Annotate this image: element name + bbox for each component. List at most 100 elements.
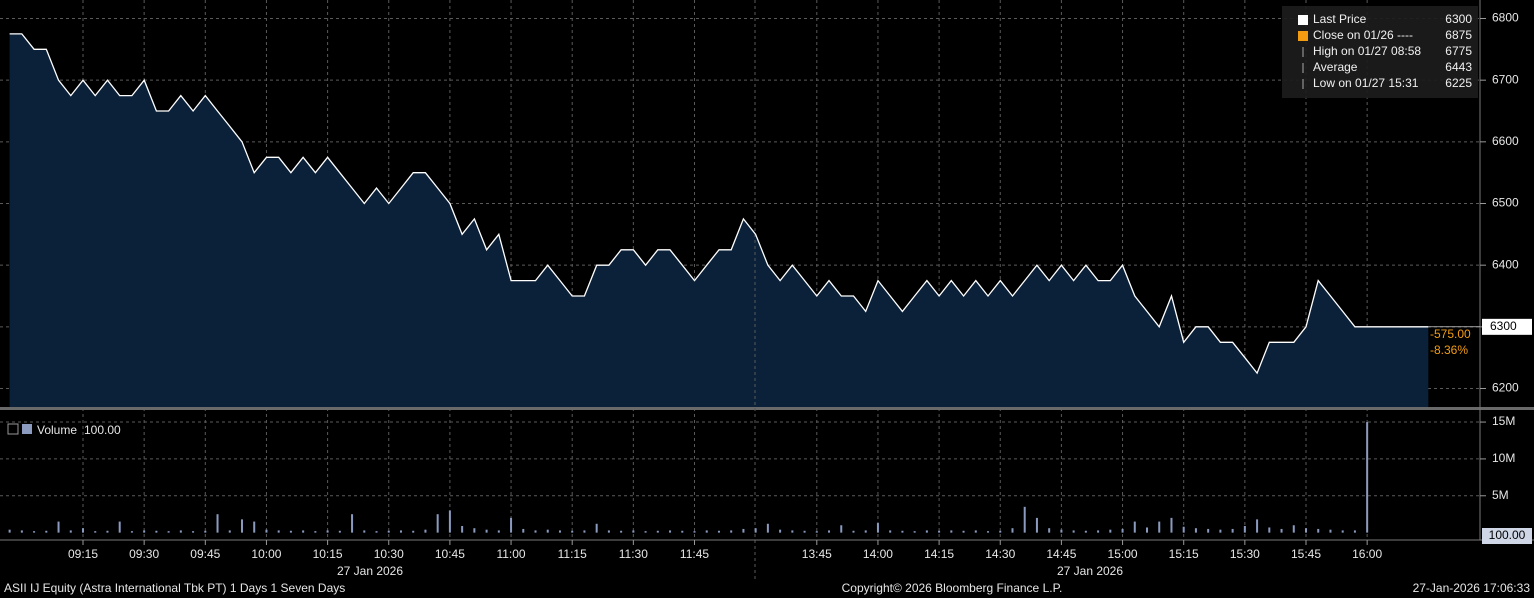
volume-bar	[240, 519, 243, 533]
volume-bar	[546, 529, 549, 533]
volume-bar	[45, 530, 48, 533]
volume-bar	[192, 531, 195, 533]
volume-bar	[950, 530, 953, 533]
volume-bar	[889, 530, 892, 533]
x-tick-label: 15:30	[1230, 547, 1260, 561]
legend: Last Price 6300 Close on 01/26 ---- 6875 Hig…	[1298, 12, 1472, 90]
volume-bar	[705, 530, 708, 533]
volume-bar	[1084, 530, 1087, 533]
volume-bar	[412, 530, 415, 533]
volume-bar	[534, 530, 537, 533]
volume-bar	[265, 529, 268, 533]
volume-bar	[155, 530, 158, 533]
volume-bar	[179, 530, 182, 533]
volume-bar	[938, 530, 941, 533]
volume-bar	[925, 530, 928, 533]
volume-bar	[815, 531, 818, 533]
last-price-tag-text: 6300	[1490, 319, 1517, 333]
volume-bar	[693, 531, 696, 533]
volume-bar	[1280, 528, 1283, 533]
volume-bar	[840, 525, 843, 533]
volume-legend-swatch	[22, 424, 32, 434]
x-tick-label: 10:45	[435, 547, 465, 561]
legend-value: 6775	[1445, 44, 1472, 58]
volume-bar	[779, 529, 782, 533]
x-tick-label: 11:00	[496, 547, 525, 561]
volume-bar	[167, 531, 170, 533]
legend-swatch	[1298, 31, 1308, 41]
volume-bar	[1292, 525, 1295, 533]
volume-bar	[1182, 526, 1185, 533]
y-tick-label: 6500	[1492, 196, 1519, 210]
volume-bar	[82, 528, 84, 533]
volume-bar	[656, 530, 659, 533]
x-tick-label: 10:30	[374, 547, 404, 561]
x-tick-label: 10:00	[251, 547, 281, 561]
volume-bar	[1011, 528, 1014, 533]
volume-bar	[33, 531, 36, 533]
volume-bar	[130, 531, 133, 533]
x-tick-label: 15:45	[1291, 547, 1321, 561]
volume-bar	[1146, 527, 1149, 533]
legend-box	[1282, 6, 1478, 98]
volume-bar	[351, 514, 354, 533]
volume-bar	[20, 530, 23, 533]
volume-bar	[1353, 530, 1356, 533]
volume-bar	[913, 531, 916, 533]
volume-bar	[1133, 521, 1136, 533]
volume-bar	[314, 531, 317, 533]
volume-bar	[742, 528, 745, 533]
volume-bar	[852, 530, 855, 533]
last-price-tag	[1482, 318, 1532, 335]
y-tick-label: 6600	[1492, 134, 1519, 148]
volume-bar	[1231, 528, 1234, 533]
volume-bar	[766, 523, 769, 533]
volume-bar	[607, 530, 610, 533]
volume-bar	[1268, 527, 1271, 533]
volume-bar	[644, 531, 647, 533]
volume-bar	[803, 530, 806, 533]
change-pct-label: -8.36%	[1430, 343, 1468, 357]
volume-bar	[974, 530, 977, 533]
volume-bar	[1305, 528, 1307, 533]
legend-swatch	[1298, 15, 1308, 25]
x-tick-label: 09:15	[68, 547, 98, 561]
volume-bar	[1219, 529, 1222, 533]
volume-bar	[143, 530, 146, 533]
legend-value: 6875	[1445, 28, 1472, 42]
volume-bar	[1341, 530, 1344, 533]
timestamp: 27-Jan-2026 17:06:33	[1413, 581, 1531, 595]
volume-bar	[681, 530, 684, 533]
volume-bar	[363, 530, 366, 533]
volume-bar	[669, 530, 672, 533]
x-tick-label: 13:45	[802, 547, 832, 561]
volume-bar	[522, 528, 525, 533]
legend-label: Last Price	[1313, 12, 1367, 26]
x-tick-label: 09:45	[190, 547, 220, 561]
y-tick-label: 6800	[1492, 11, 1519, 25]
volume-bar	[1366, 422, 1369, 533]
volume-bar	[106, 530, 109, 533]
volume-bar	[1023, 506, 1026, 533]
volume-bar	[338, 530, 341, 533]
volume-bar	[375, 531, 378, 533]
volume-bar	[424, 529, 427, 533]
volume-legend-name: Volume	[37, 423, 77, 437]
volume-legend-toggle[interactable]	[7, 423, 19, 435]
volume-bar	[473, 528, 476, 533]
volume-bar	[216, 514, 219, 533]
volume-bar	[558, 530, 561, 533]
x-tick-label: 09:30	[129, 547, 159, 561]
price-line	[9, 33, 1429, 375]
volume-bar	[277, 530, 280, 533]
volume-bar	[118, 521, 121, 533]
volume-reading-tag-text: 100.00	[1489, 528, 1526, 542]
x-tick-label: 11:15	[558, 547, 587, 561]
y-tick-label: 5M	[1492, 488, 1509, 502]
volume-bar	[864, 530, 867, 533]
y-tick-label: 10M	[1492, 451, 1515, 465]
plot-area	[0, 0, 1480, 540]
x-tick-label: 15:15	[1169, 547, 1199, 561]
volume-bar	[620, 530, 623, 533]
legend-value: 6300	[1445, 12, 1472, 26]
